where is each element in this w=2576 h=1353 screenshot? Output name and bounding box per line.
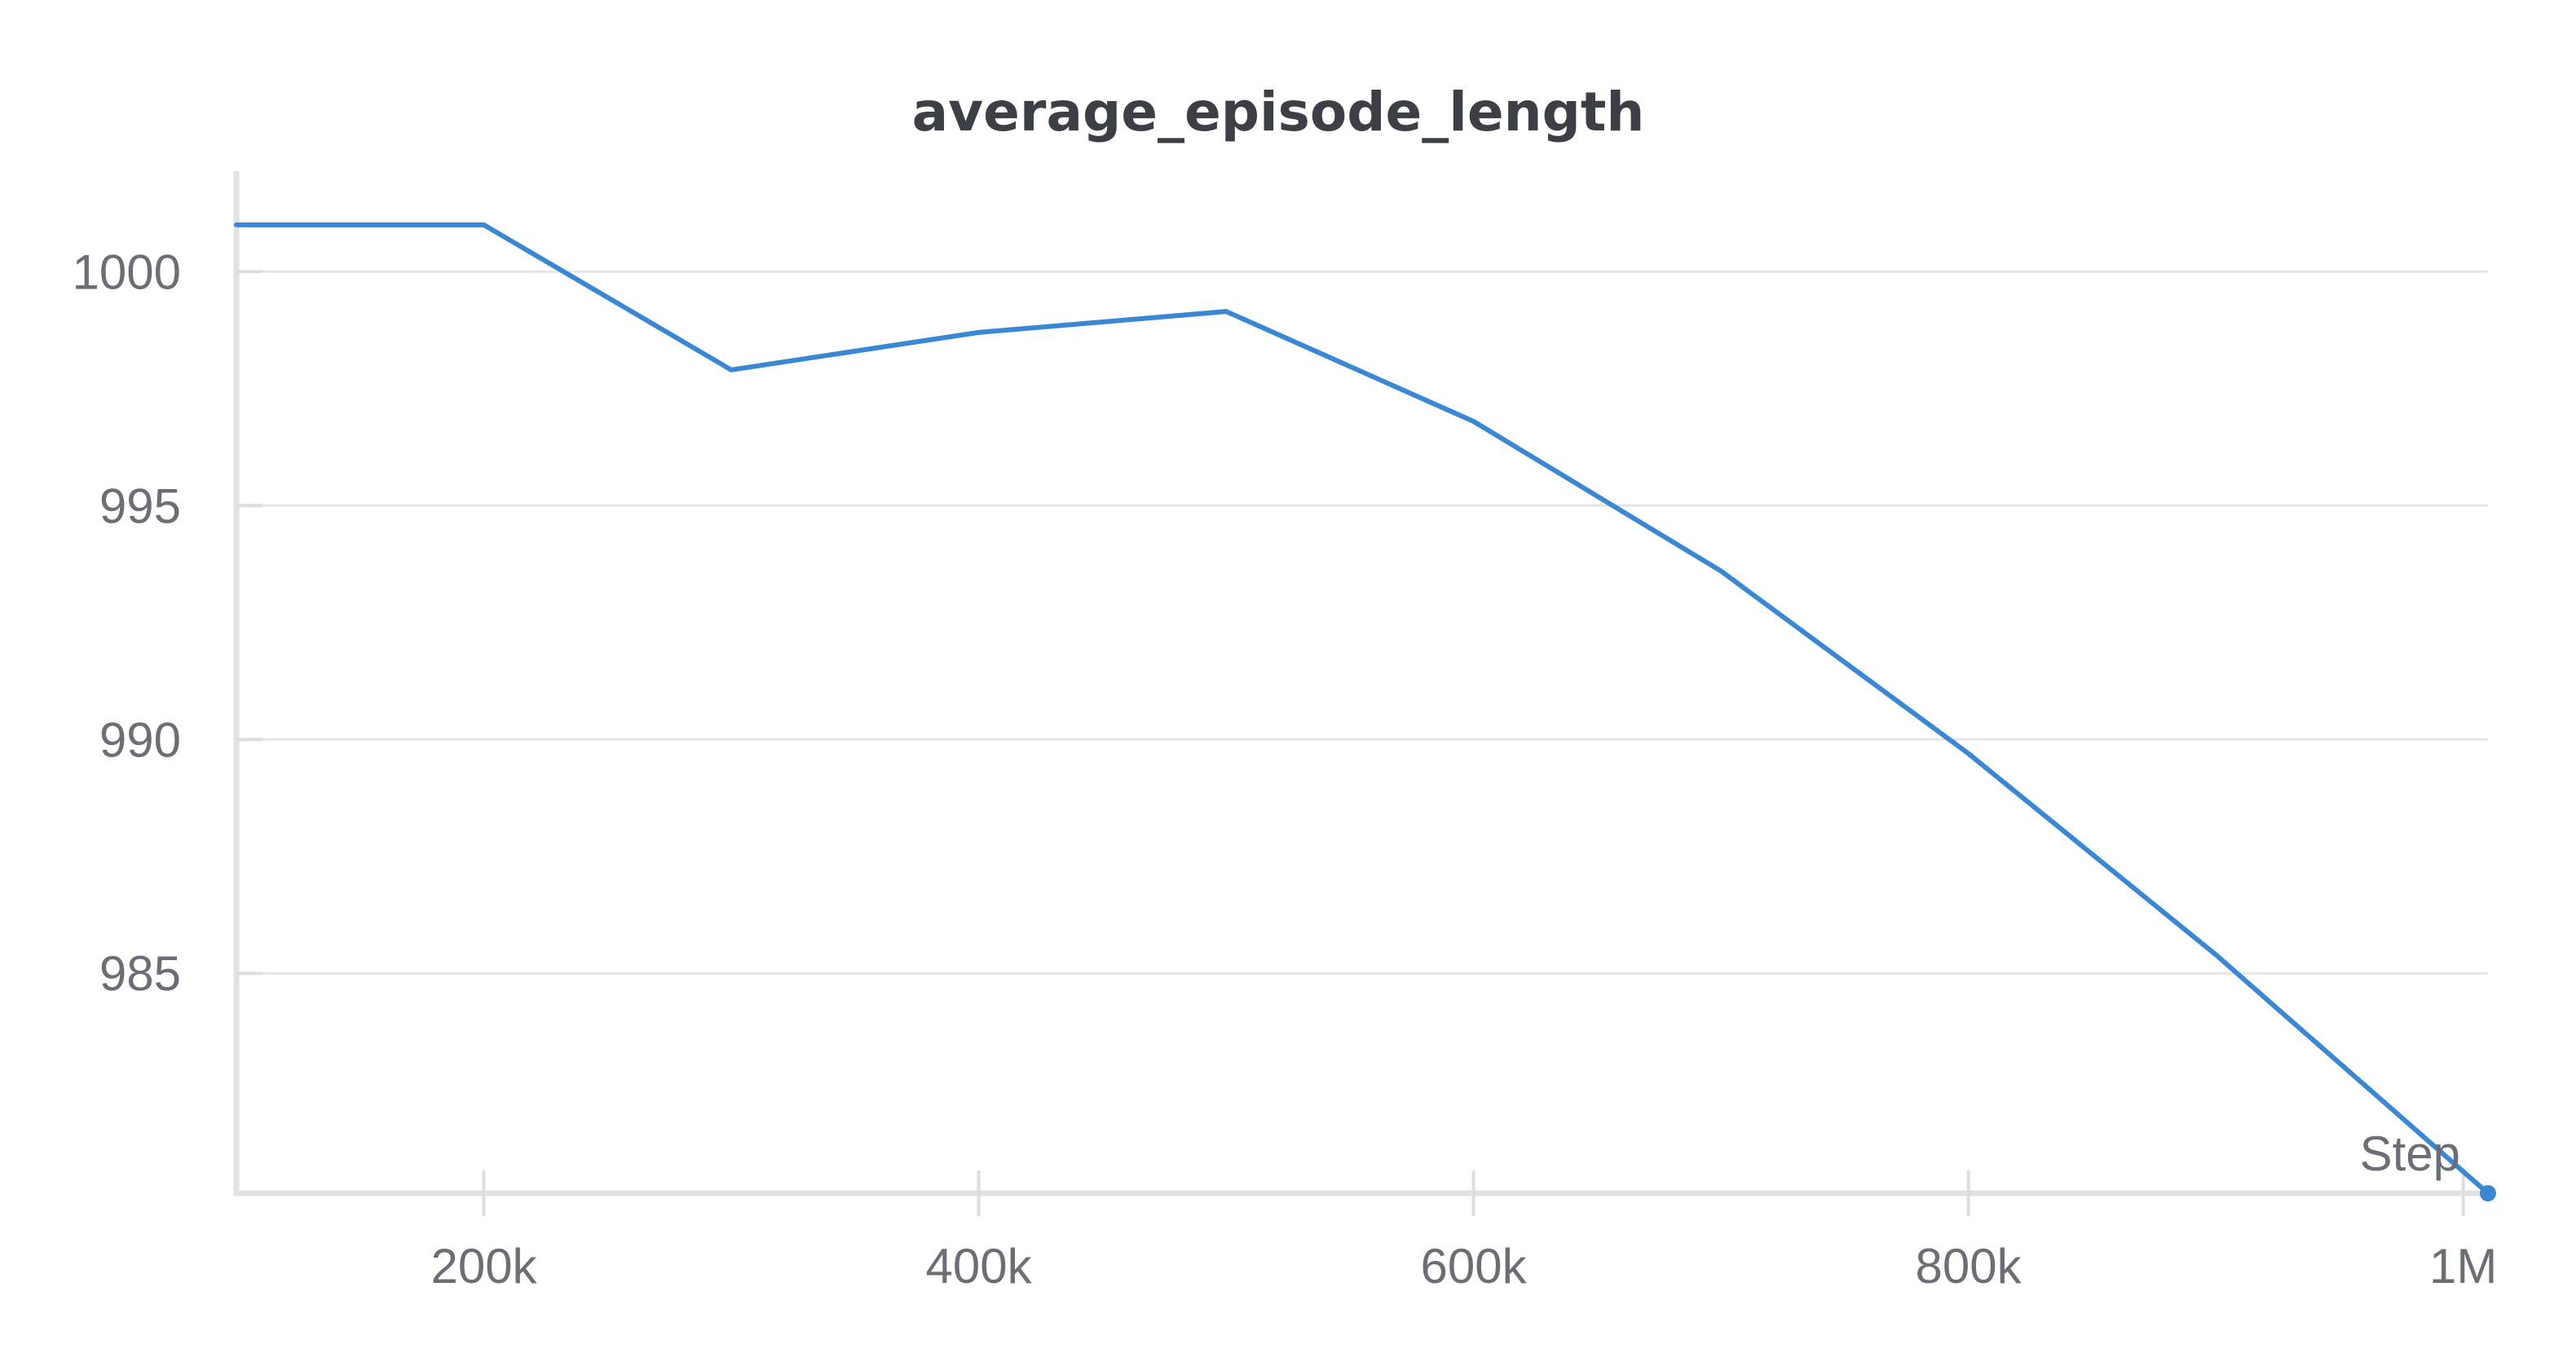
x-tick-label: 200k bbox=[430, 1239, 537, 1294]
series-line bbox=[234, 222, 2490, 1196]
x-tick-label: 1M bbox=[2429, 1239, 2497, 1294]
x-tick-label: 400k bbox=[925, 1239, 1032, 1294]
y-tick-label: 985 bbox=[99, 946, 181, 1001]
grid-lines bbox=[236, 270, 2488, 975]
series-layer bbox=[234, 222, 2496, 1201]
chart-title: average_episode_length bbox=[912, 81, 1645, 143]
y-tick-label: 995 bbox=[99, 478, 181, 533]
x-axis-ticks: 200k 400k 600k 800k 1M bbox=[430, 1170, 2497, 1294]
y-axis-ticks: 985 990 995 1000 bbox=[73, 245, 262, 1001]
y-tick-label: 1000 bbox=[73, 245, 181, 299]
y-tick-label: 990 bbox=[99, 712, 181, 767]
x-tick-label: 800k bbox=[1916, 1239, 2022, 1294]
axes bbox=[233, 171, 2493, 1197]
series-end-point bbox=[2480, 1185, 2496, 1201]
x-tick-label: 600k bbox=[1421, 1239, 1528, 1294]
x-axis-label: Step bbox=[2360, 1126, 2460, 1181]
